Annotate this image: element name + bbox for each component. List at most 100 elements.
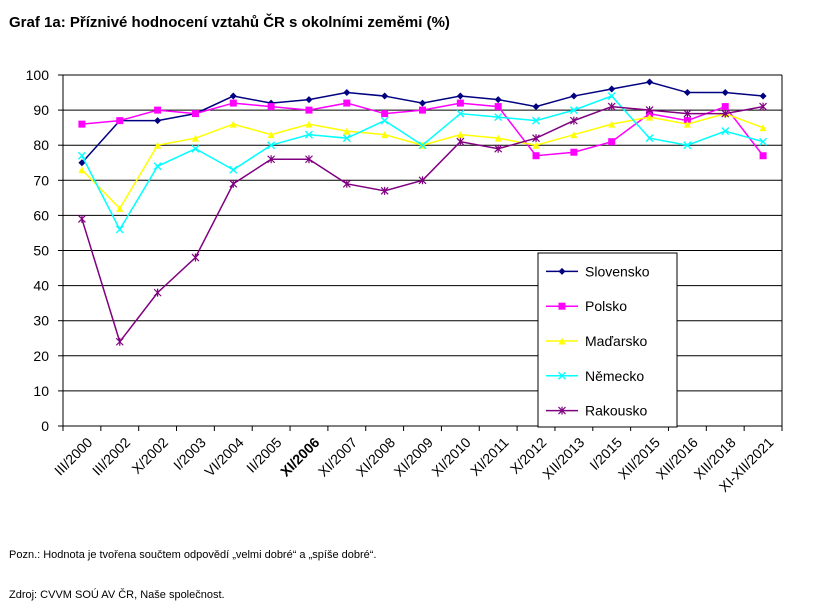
data-point — [645, 134, 654, 143]
data-point — [608, 85, 616, 93]
x-tick-label: VI/2004 — [201, 434, 247, 480]
data-point — [759, 152, 767, 160]
data-point — [419, 99, 426, 107]
data-point — [532, 141, 540, 149]
x-tick-label: XI/2007 — [315, 434, 361, 480]
data-point — [418, 176, 427, 185]
data-point — [532, 103, 540, 111]
chart-title: Graf 1a: Příznivé hodnocení vztahů ČR s … — [9, 14, 450, 31]
y-tick-label: 0 — [41, 418, 49, 434]
data-point — [342, 134, 351, 143]
data-point — [77, 151, 86, 160]
data-point — [570, 131, 578, 139]
data-point — [305, 155, 313, 164]
data-point — [558, 337, 566, 345]
data-point — [759, 102, 768, 111]
data-point — [381, 92, 389, 100]
data-point — [570, 92, 578, 100]
y-tick-label: 80 — [33, 137, 49, 153]
data-point — [305, 120, 313, 128]
data-point — [343, 89, 351, 97]
data-point — [494, 113, 503, 122]
data-point — [381, 131, 389, 139]
data-point — [683, 109, 692, 118]
data-point — [229, 165, 238, 174]
data-point — [683, 117, 691, 125]
data-point — [721, 127, 730, 136]
data-point — [494, 103, 502, 111]
data-point — [608, 138, 616, 146]
data-point — [418, 141, 427, 150]
data-point — [153, 288, 162, 297]
data-point — [115, 337, 124, 346]
data-point — [305, 106, 313, 114]
y-tick-label: 30 — [33, 313, 49, 329]
series-line-maďarsko — [81, 112, 764, 210]
y-tick-label: 100 — [26, 67, 50, 83]
data-point — [343, 127, 351, 135]
data-point — [191, 144, 200, 153]
x-tick-label: XI/2009 — [391, 434, 437, 480]
data-point — [380, 186, 389, 195]
legend-label: Maďarsko — [585, 333, 648, 349]
data-point — [759, 124, 767, 132]
data-point — [343, 99, 351, 107]
data-point — [304, 130, 313, 139]
data-point — [456, 99, 464, 107]
data-point — [115, 225, 124, 234]
data-point — [494, 144, 503, 153]
data-point — [267, 141, 276, 150]
series-line-slovensko — [81, 81, 764, 164]
data-point — [608, 120, 616, 128]
data-point — [229, 92, 237, 100]
data-point — [683, 141, 692, 150]
data-point — [116, 204, 124, 212]
data-point — [154, 141, 162, 149]
data-point — [721, 89, 729, 97]
data-point — [607, 92, 616, 101]
data-point — [558, 267, 566, 275]
data-point — [721, 109, 730, 118]
data-point — [153, 162, 162, 171]
x-tick-label: XI/2008 — [353, 434, 399, 480]
x-tick-label: XI/2011 — [467, 434, 512, 479]
data-point — [381, 110, 389, 118]
data-point — [78, 159, 86, 167]
data-point — [267, 155, 276, 164]
data-point — [569, 106, 578, 115]
data-point — [569, 116, 578, 125]
legend-label: Polsko — [585, 298, 627, 314]
legend-label: Německo — [585, 368, 644, 384]
data-point — [570, 148, 578, 156]
data-point — [759, 137, 768, 146]
data-point — [646, 113, 654, 121]
data-point — [558, 406, 566, 415]
x-tick-label: XII/2013 — [539, 434, 587, 482]
data-point — [683, 120, 691, 128]
data-point — [267, 103, 275, 111]
data-point — [759, 92, 767, 100]
data-point — [456, 131, 464, 139]
y-tick-label: 60 — [33, 207, 49, 223]
y-tick-label: 20 — [33, 348, 49, 364]
data-point — [78, 120, 86, 128]
data-point — [645, 106, 654, 115]
data-point — [229, 179, 238, 188]
data-point — [721, 103, 729, 111]
x-tick-label: III/2002 — [89, 434, 133, 478]
data-point — [116, 117, 124, 125]
source-note: Zdroj: CVVM SOÚ AV ČR, Naše společnost. — [9, 589, 225, 601]
legend-label: Rakousko — [585, 403, 647, 419]
data-point — [154, 117, 162, 125]
data-point — [532, 116, 541, 125]
data-point — [380, 116, 389, 125]
data-point — [419, 106, 426, 114]
data-point — [494, 134, 502, 142]
data-point — [494, 96, 502, 104]
data-point — [191, 253, 200, 262]
footnote: Pozn.: Hodnota je tvořena součtem odpově… — [9, 549, 377, 561]
data-point — [342, 179, 351, 188]
y-tick-label: 70 — [33, 172, 49, 188]
y-tick-label: 10 — [33, 383, 49, 399]
